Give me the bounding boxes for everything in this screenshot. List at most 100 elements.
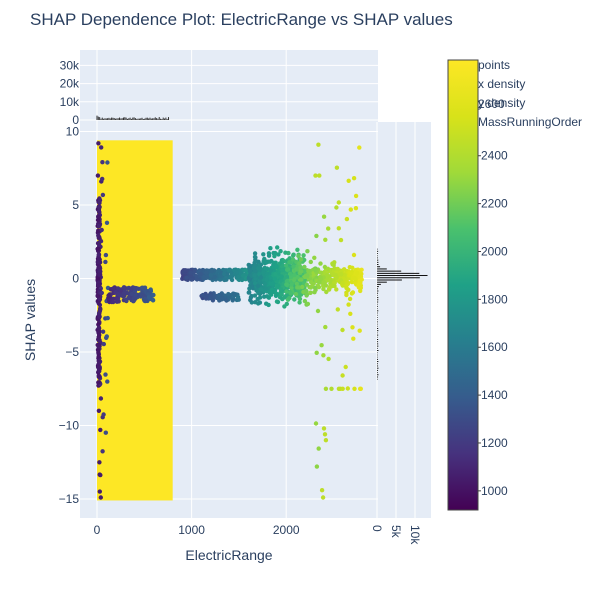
data-point <box>280 263 286 268</box>
data-point <box>295 247 300 252</box>
data-point <box>338 272 343 277</box>
data-point <box>95 260 101 265</box>
data-point <box>184 275 189 280</box>
data-point <box>351 336 356 341</box>
colorbar: 1000 1200 1400 1600 1800 2000 2200 2400 2600 Ma… <box>447 59 582 511</box>
legend[interactable]: points x density y density <box>478 58 525 110</box>
data-point <box>308 290 313 295</box>
data-point <box>97 205 102 210</box>
data-point <box>284 282 289 287</box>
data-point <box>325 266 331 271</box>
data-point <box>274 264 279 270</box>
data-point <box>97 489 103 494</box>
top-marginal-tick-label: 30k <box>60 58 80 72</box>
data-point <box>258 287 264 292</box>
data-point <box>293 291 299 297</box>
data-point <box>243 268 248 273</box>
data-point <box>98 495 104 500</box>
data-point <box>106 293 111 298</box>
colorbar-tick-label: 2200 <box>481 197 508 211</box>
data-point <box>300 284 305 290</box>
data-point <box>101 341 107 347</box>
data-point <box>96 233 101 238</box>
colorbar-overlap-label: 2600 <box>478 97 505 111</box>
data-point <box>96 311 102 316</box>
data-point <box>350 290 356 295</box>
data-point <box>295 274 300 280</box>
density-overlay <box>97 140 173 501</box>
data-point <box>326 356 331 362</box>
data-point <box>336 226 341 231</box>
data-point <box>256 266 261 271</box>
data-point <box>247 263 252 268</box>
data-point <box>351 176 357 181</box>
data-point <box>284 289 289 294</box>
data-point <box>314 233 319 239</box>
data-point <box>321 426 327 431</box>
x-tick-label: 2000 <box>273 523 300 537</box>
data-point <box>258 275 264 280</box>
data-point <box>257 271 262 277</box>
legend-item-y-density[interactable]: y density <box>478 96 525 110</box>
data-point <box>96 209 102 214</box>
data-point <box>263 286 269 291</box>
data-point <box>313 421 319 426</box>
data-point <box>101 412 106 417</box>
legend-item-points[interactable]: points <box>478 58 510 72</box>
data-point <box>280 268 285 273</box>
data-point <box>329 386 334 391</box>
data-point <box>150 297 156 303</box>
data-point <box>313 173 318 178</box>
data-point <box>257 300 263 305</box>
top-marginal-histogram <box>96 115 170 120</box>
data-point <box>353 280 358 286</box>
data-point <box>103 430 109 435</box>
top-marginal-tick-label: 0 <box>72 113 79 127</box>
data-point <box>252 251 258 256</box>
data-point <box>222 271 227 277</box>
data-point <box>194 277 200 282</box>
right-marginal-histogram <box>377 248 428 380</box>
data-point <box>96 223 102 229</box>
data-point <box>255 283 261 289</box>
data-point <box>340 281 345 286</box>
data-point <box>97 264 102 270</box>
data-point <box>346 302 351 307</box>
data-point <box>188 270 193 275</box>
data-point <box>96 228 101 233</box>
data-point <box>104 334 110 339</box>
data-point <box>297 300 302 305</box>
data-point <box>305 273 310 278</box>
data-point <box>208 293 214 299</box>
data-point <box>248 297 253 303</box>
data-point <box>252 273 257 278</box>
data-point <box>146 295 152 300</box>
data-point <box>218 274 223 279</box>
data-point <box>330 283 336 288</box>
data-point <box>322 432 328 437</box>
data-point <box>320 495 326 500</box>
data-point <box>355 270 360 276</box>
data-point <box>302 298 308 304</box>
data-point <box>224 298 229 303</box>
legend-item-x-density[interactable]: x density <box>478 77 525 91</box>
data-point <box>334 165 340 170</box>
data-point <box>140 285 146 290</box>
colorbar-ticks: 1000 1200 1400 1600 1800 2000 2200 2400 <box>478 149 508 498</box>
data-point <box>96 283 101 288</box>
data-point <box>268 268 273 273</box>
data-point <box>345 386 350 391</box>
data-point <box>335 266 340 272</box>
data-point <box>283 250 288 255</box>
top-marginal-tick-label: 20k <box>60 77 80 91</box>
colorbar-tick-label: 2000 <box>481 244 508 258</box>
data-point <box>278 287 283 292</box>
data-point <box>255 296 260 302</box>
data-point <box>252 281 258 286</box>
data-point <box>249 284 254 289</box>
data-point <box>313 267 318 273</box>
data-point <box>284 279 290 284</box>
data-point <box>129 291 134 297</box>
